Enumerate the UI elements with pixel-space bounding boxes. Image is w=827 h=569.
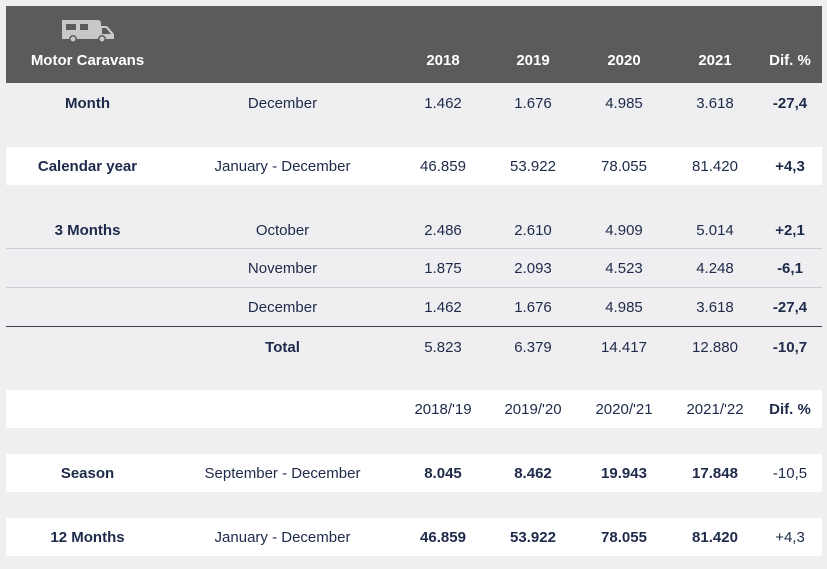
- value-2021-22: 17.848: [692, 465, 738, 482]
- col-header-2020-21: 2020/'21: [595, 401, 653, 418]
- row-period: January - December: [214, 529, 351, 546]
- value-2018: 1.462: [424, 299, 462, 316]
- value-2020: 4.985: [605, 299, 643, 316]
- col-header-2021-22: 2021/'22: [686, 401, 744, 418]
- table-header: Motor Caravans 2018 2019 2020 2021 Dif. …: [6, 6, 822, 83]
- row-divider: [6, 287, 822, 288]
- value-2021: 12.880: [692, 339, 738, 356]
- value-diff: -27,4: [772, 95, 808, 112]
- value-2020-21: 19.943: [601, 465, 647, 482]
- value-2018-19: 8.045: [424, 465, 462, 482]
- value-2021: 81.420: [692, 529, 738, 546]
- value-2020: 4.909: [605, 222, 643, 239]
- col-header-2021: 2021: [698, 52, 732, 69]
- row-label: Calendar year: [37, 158, 138, 175]
- col-header-2018: 2018: [426, 52, 460, 69]
- twelve-months-row: 12 Months January - December 46.859 53.9…: [6, 518, 822, 556]
- value-2021: 3.618: [696, 95, 734, 112]
- motorhome-icon: [62, 20, 114, 43]
- row-label: Season: [60, 465, 115, 482]
- three-months-row-october: 3 Months October 2.486 2.610 4.909 5.014…: [6, 211, 822, 249]
- col-header-2019-20: 2019/'20: [504, 401, 562, 418]
- value-diff: +2,1: [775, 222, 805, 239]
- row-period: December: [247, 95, 318, 112]
- value-2021: 4.248: [696, 260, 734, 277]
- season-header-row: 2018/'19 2019/'20 2020/'21 2021/'22 Dif.…: [6, 390, 822, 428]
- value-diff: -6,1: [777, 260, 803, 277]
- row-label: 3 Months: [54, 222, 121, 239]
- col-header-2018-19: 2018/'19: [414, 401, 472, 418]
- value-2019: 53.922: [510, 158, 556, 175]
- value-diff: +4,3: [775, 529, 805, 546]
- table-title: Motor Caravans: [30, 52, 145, 69]
- three-months-row-december: December 1.462 1.676 4.985 3.618 -27,4: [6, 288, 822, 326]
- value-2018: 2.486: [424, 222, 462, 239]
- value-2019-20: 8.462: [514, 465, 552, 482]
- col-header-diff: Dif. %: [769, 401, 811, 418]
- row-period: October: [255, 222, 310, 239]
- value-diff: -10,7: [772, 339, 808, 356]
- value-2019: 2.093: [514, 260, 552, 277]
- row-period: November: [247, 260, 318, 277]
- value-2020: 78.055: [601, 158, 647, 175]
- value-2020: 78.055: [601, 529, 647, 546]
- value-2018: 46.859: [420, 158, 466, 175]
- value-diff: -27,4: [772, 299, 808, 316]
- season-row: Season September - December 8.045 8.462 …: [6, 454, 822, 492]
- value-2018: 1.462: [424, 95, 462, 112]
- calendar-year-row: Calendar year January - December 46.859 …: [6, 147, 822, 185]
- value-2018: 1.875: [424, 260, 462, 277]
- row-label: Month: [65, 95, 110, 112]
- value-2020: 4.523: [605, 260, 643, 277]
- total-divider: [6, 326, 822, 327]
- value-2019: 1.676: [514, 299, 552, 316]
- value-diff: -10,5: [772, 465, 808, 482]
- total-label: Total: [265, 339, 300, 356]
- value-2019: 53.922: [510, 529, 556, 546]
- value-2021: 3.618: [696, 299, 734, 316]
- value-2020: 4.985: [605, 95, 643, 112]
- row-label: 12 Months: [50, 529, 125, 546]
- value-2021: 81.420: [692, 158, 738, 175]
- value-2020: 14.417: [601, 339, 647, 356]
- row-period: December: [247, 299, 318, 316]
- value-2018: 46.859: [420, 529, 466, 546]
- value-2019: 6.379: [514, 339, 552, 356]
- three-months-row-november: November 1.875 2.093 4.523 4.248 -6,1: [6, 249, 822, 287]
- month-row: Month December 1.462 1.676 4.985 3.618 -…: [6, 83, 822, 121]
- value-2021: 5.014: [696, 222, 734, 239]
- value-2019: 1.676: [514, 95, 552, 112]
- value-diff: +4,3: [775, 158, 805, 175]
- value-2018: 5.823: [424, 339, 462, 356]
- row-divider: [6, 248, 822, 249]
- value-2019: 2.610: [514, 222, 552, 239]
- col-header-2019: 2019: [516, 52, 550, 69]
- row-period: January - December: [214, 158, 351, 175]
- col-header-diff: Dif. %: [769, 52, 811, 69]
- row-period: September - December: [204, 465, 361, 482]
- col-header-2020: 2020: [607, 52, 641, 69]
- three-months-total-row: Total 5.823 6.379 14.417 12.880 -10,7: [6, 327, 822, 367]
